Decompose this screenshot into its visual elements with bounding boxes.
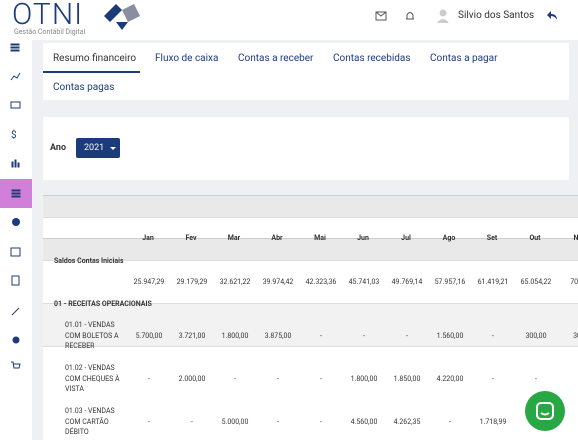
table-row [43,260,578,303]
bell-icon[interactable] [405,10,415,22]
value-cell: 49.769,14 [391,278,423,286]
tab[interactable]: Resumo financeiro [53,53,137,64]
year-value: 2021 [84,143,105,153]
tab[interactable]: Fluxo de caixa [155,53,219,64]
chat-icon [536,402,554,420]
value-cell: 5.700,00 [135,332,163,340]
filter-card: Ano 2021 [43,117,569,180]
value-cell: 29.179,29 [176,278,208,286]
column-header: Set [486,234,498,242]
year-dropdown[interactable]: 2021 [76,138,120,158]
logo-mark [104,4,140,30]
section-title: 01 - RECEITAS OPERACIONAIS [54,300,152,308]
row-label: 01.01 - VENDAS COM BOLETOS A RECEBER [65,321,119,350]
value-cell: 4.220,00 [436,375,464,383]
tab[interactable]: Contas a receber [238,53,314,64]
section-header [43,195,578,217]
row-label: 01.03 - VENDAS COM CARTÃO DÉBITO [65,407,115,436]
value-cell: - [492,332,494,340]
column-header: Jun [357,234,369,242]
column-header: Out [529,234,541,242]
section-title: Saldos Contas Iniciais [54,257,124,265]
logo-subtitle: Gestão Contábil Digital [14,28,86,36]
tab[interactable]: Contas a pagar [430,53,498,64]
tabs-card: Resumo financeiro Fluxo de caixa Contas a … [43,43,569,100]
value-cell: - [558,375,578,383]
caret [110,147,116,150]
value-cell: - [449,418,451,426]
value-cell: 61.419,21 [477,278,509,286]
value-cell: - [363,332,365,340]
column-header: Fev [185,234,197,242]
value-cell: 5.000,00 [221,418,249,426]
value-cell: - [320,375,322,383]
value-cell: - [148,375,150,383]
value-cell: 65.054,22 [520,278,552,286]
column-header: Abr [271,234,283,242]
column-header: Jul [401,234,411,242]
value-cell: 2.000,00 [178,375,206,383]
value-cell: - [148,418,150,426]
value-cell: 1.560,00 [436,332,464,340]
section-header [43,238,578,260]
sidebar: $ [0,40,32,440]
value-cell: 57.957,16 [434,278,466,286]
value-cell: - [191,418,193,426]
value-cell: 300 [573,332,578,340]
user-name[interactable]: Silvio dos Santos [458,10,535,21]
logo[interactable]: OTNI [12,0,84,32]
column-header: Ago [442,234,456,242]
column-header: Jan [142,234,154,242]
value-cell: 3.721,00 [178,332,206,340]
value-cell: 300,00 [525,332,547,340]
value-cell: 1.850,00 [393,375,421,383]
value-cell: 4.560,00 [350,418,378,426]
logout-icon[interactable] [547,10,559,22]
column-header: Mai [314,234,326,242]
tab[interactable]: Contas pagas [53,82,115,93]
value-cell: 70.12 [570,278,578,286]
table-row [43,303,578,346]
value-cell: 1.800,00 [221,332,249,340]
column-header: No [573,234,578,242]
tab[interactable]: Contas recebidas [333,53,411,64]
value-cell: 45.741,03 [348,278,380,286]
value-cell: - [320,418,322,426]
value-cell: - [406,332,408,340]
value-cell: - [320,332,322,340]
value-cell: - [535,375,537,383]
filter-label: Ano [50,143,67,153]
top-bar: OTNI Gestão Contábil Digital Silvio dos … [0,0,578,40]
menu-icons[interactable]: $ [0,40,32,440]
value-cell: 1.800,00 [350,375,378,383]
value-cell: 39.974,42 [262,278,294,286]
value-cell: - [277,375,279,383]
value-cell: 4.262,35 [393,418,421,426]
value-cell: - [492,375,494,383]
value-cell: 25.947,29 [133,278,165,286]
value-cell: 32.621,22 [219,278,251,286]
svg-text:$: $ [11,128,17,141]
column-header: Mar [227,234,241,242]
row-label: 01.02 - VENDAS COM CHEQUES À VISTA [65,364,120,393]
chat-button[interactable] [525,391,565,431]
table-row [43,346,578,389]
value-cell: 3.875,00 [264,332,292,340]
value-cell: 42.323,36 [305,278,337,286]
table-row [43,217,578,238]
active-tab-underline [43,43,140,73]
mail-icon[interactable] [375,11,387,21]
avatar-icon [437,9,449,23]
value-cell: - [234,375,236,383]
value-cell: - [277,418,279,426]
table-card: Jan Fev Mar Abr Mai Jun Jul Ago Set Out No Saldos C… [43,195,578,440]
value-cell: 1.718,99 [479,418,507,426]
